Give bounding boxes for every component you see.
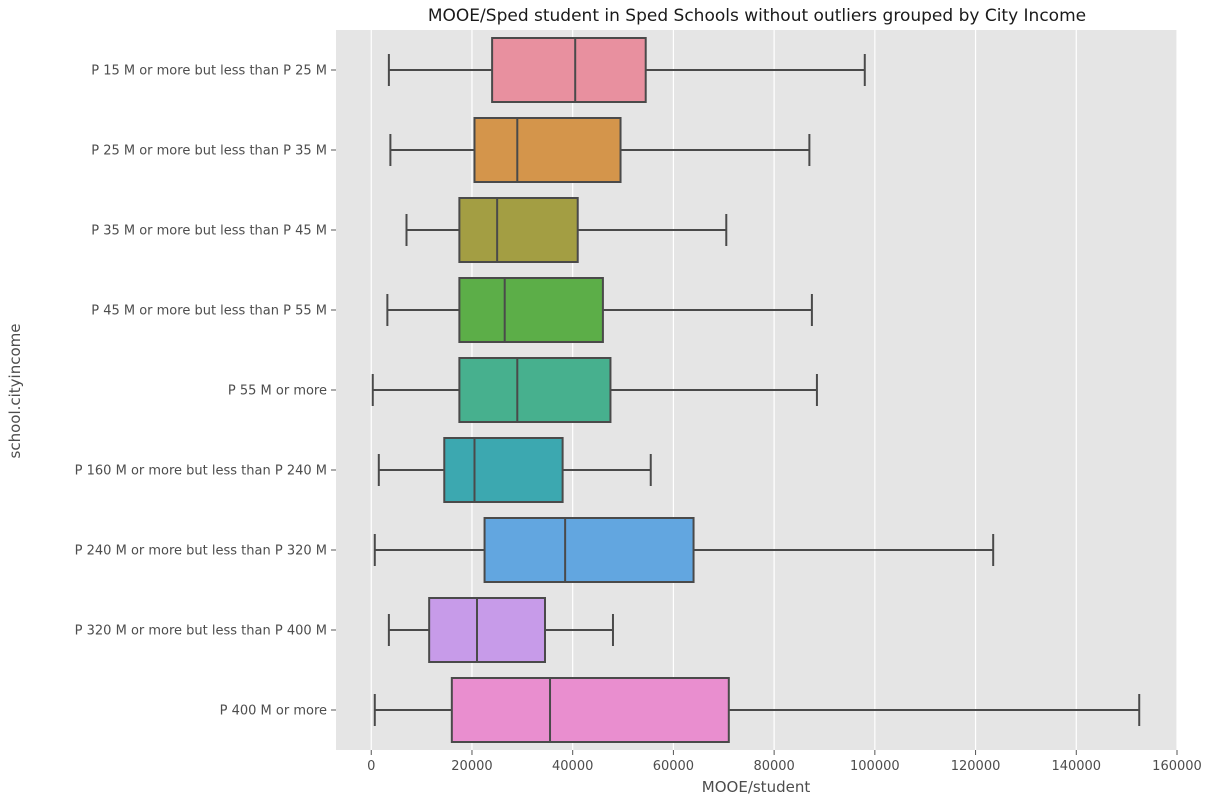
box	[491, 37, 647, 103]
box-group	[386, 277, 813, 343]
chart-title: MOOE/Sped student in Sped Schools withou…	[428, 6, 1086, 26]
box	[473, 117, 622, 183]
box	[428, 597, 546, 663]
x-tick-label: 20000	[451, 759, 492, 774]
box-group	[405, 197, 728, 263]
y-tick-label: P 320 M or more but less than P 400 M	[75, 624, 327, 639]
x-tick-label: 160000	[1152, 759, 1202, 774]
y-tick-label: P 45 M or more but less than P 55 M	[91, 304, 327, 319]
y-tick-layer: P 15 M or more but less than P 25 M P 25 …	[75, 64, 336, 719]
y-tick-label: P 160 M or more but less than P 240 M	[75, 464, 327, 479]
box-group	[387, 597, 614, 663]
box-group	[389, 117, 811, 183]
box	[443, 437, 564, 503]
x-tick-label: 0	[367, 759, 375, 774]
x-tick-layer: 0 20000 40000 60000 80000 100000 120000 140000 1…	[367, 750, 1202, 774]
box	[483, 517, 695, 583]
x-tick-label: 40000	[552, 759, 593, 774]
box	[458, 357, 612, 423]
y-tick-label: P 240 M or more but less than P 320 M	[75, 544, 327, 559]
x-tick-label: 140000	[1051, 759, 1101, 774]
x-tick-label: 60000	[653, 759, 694, 774]
x-axis-label: MOOE/student	[702, 778, 811, 796]
y-axis-label: school.cityincome	[6, 324, 24, 459]
box-group	[373, 677, 1141, 743]
box-group	[371, 357, 818, 423]
x-tick-label: 80000	[753, 759, 794, 774]
x-tick-label: 120000	[951, 759, 1001, 774]
box-group	[377, 437, 652, 503]
y-tick-label: P 35 M or more but less than P 45 M	[91, 224, 327, 239]
y-tick-label: P 25 M or more but less than P 35 M	[91, 144, 327, 159]
y-tick-label: P 55 M or more	[228, 384, 327, 399]
x-tick-label: 100000	[850, 759, 900, 774]
box-layer	[371, 37, 1141, 743]
box	[458, 277, 604, 343]
y-tick-label: P 400 M or more	[220, 704, 327, 719]
box	[458, 197, 579, 263]
y-tick-label: P 15 M or more but less than P 25 M	[91, 64, 327, 79]
box-group	[387, 37, 866, 103]
box	[450, 677, 730, 743]
box-group	[373, 517, 995, 583]
